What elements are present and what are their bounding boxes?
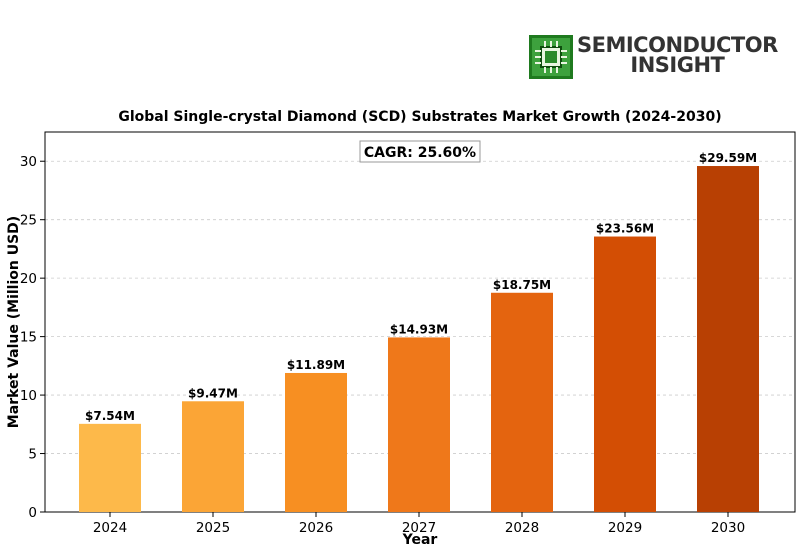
data-label-2024: $7.54M xyxy=(85,409,135,423)
bar-2028 xyxy=(491,292,553,512)
bar-2026 xyxy=(285,372,347,512)
data-label-2030: $29.59M xyxy=(699,151,757,165)
y-axis-label: Market Value (Million USD) xyxy=(6,216,22,428)
y-tick-label: 5 xyxy=(28,447,37,463)
data-label-2029: $23.56M xyxy=(596,222,654,236)
x-tick-label-2025: 2025 xyxy=(196,520,230,536)
cagr-text: CAGR: 25.60% xyxy=(364,145,476,161)
y-tick-label: 0 xyxy=(28,505,37,521)
x-axis-ticks: 2024 2025 2026 2027 2028 2029 2030 xyxy=(93,512,745,536)
y-tick-label: 15 xyxy=(20,330,37,346)
bar-2027 xyxy=(388,337,450,512)
x-tick-label-2029: 2029 xyxy=(608,520,642,536)
data-label-2028: $18.75M xyxy=(493,278,551,292)
bar-2030 xyxy=(697,166,759,513)
cagr-box xyxy=(359,140,481,163)
x-tick-label-2028: 2028 xyxy=(505,520,539,536)
x-tick-label-2030: 2030 xyxy=(711,520,745,536)
data-label-2025: $9.47M xyxy=(188,386,238,400)
logo: SEMICONDUCTOR INSIGHT xyxy=(529,35,779,79)
logo-line-2: INSIGHT xyxy=(630,53,725,77)
x-axis-label: Year xyxy=(402,532,438,548)
bar-2025 xyxy=(182,401,244,512)
x-tick-label-2027: 2027 xyxy=(402,520,436,536)
bar-2029 xyxy=(594,236,656,512)
chart-title: Global Single-crystal Diamond (SCD) Subs… xyxy=(118,109,721,125)
bar-2024 xyxy=(79,423,141,512)
x-tick-label-2026: 2026 xyxy=(299,520,333,536)
logo-wordmark: SEMICONDUCTOR INSIGHT xyxy=(577,33,778,77)
chip-icon xyxy=(529,35,573,79)
data-labels: $7.54M $9.47M $11.89M $14.93M $18.75M $23.56M… xyxy=(85,151,757,423)
x-tick-label-2024: 2024 xyxy=(93,520,127,536)
y-axis-ticks: 0 5 10 15 20 25 30 xyxy=(20,154,45,521)
y-tick-label: 25 xyxy=(20,213,37,229)
y-tick-label: 20 xyxy=(20,271,37,287)
cagr-annotation: CAGR: 25.60% xyxy=(359,140,481,163)
y-tick-label: 10 xyxy=(20,388,37,404)
bars xyxy=(79,166,759,513)
data-label-2026: $11.89M xyxy=(287,358,345,372)
logo-line-1: SEMICONDUCTOR xyxy=(577,33,778,57)
y-tick-label: 30 xyxy=(20,154,37,170)
data-label-2027: $14.93M xyxy=(390,322,448,336)
